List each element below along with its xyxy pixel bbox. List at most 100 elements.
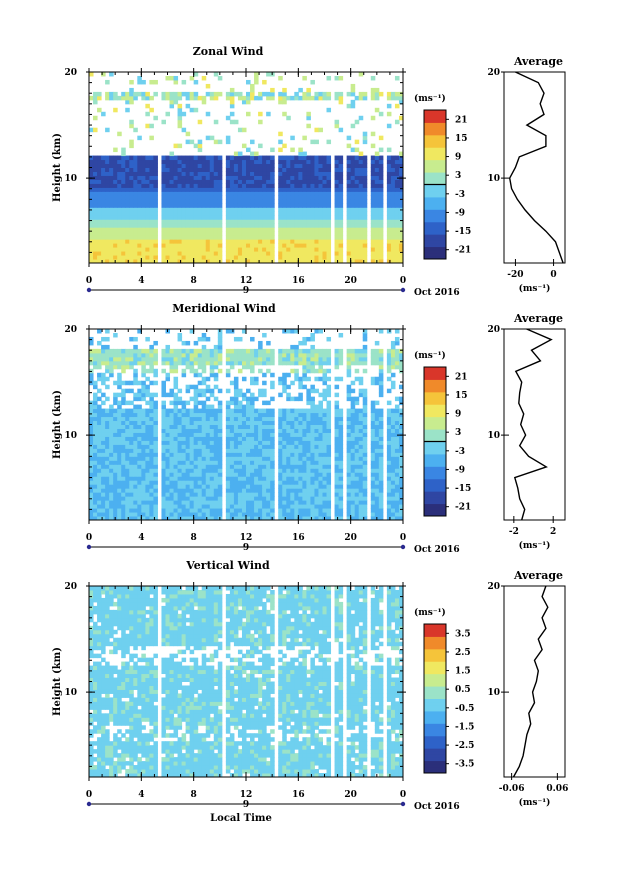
heatmap-cell bbox=[129, 227, 134, 232]
profile-x-tick-label: 0 bbox=[550, 270, 556, 280]
heatmap-cell bbox=[225, 404, 231, 410]
heatmap-cell bbox=[205, 404, 211, 410]
heatmap-cell bbox=[141, 396, 146, 402]
heatmap-cell bbox=[209, 408, 215, 414]
heatmap-cell bbox=[326, 420, 332, 425]
heatmap-cell bbox=[266, 432, 271, 437]
colorbar-swatch bbox=[424, 234, 446, 238]
panel-title: Meridional Wind bbox=[172, 302, 276, 315]
heatmap-cell bbox=[322, 492, 328, 497]
heatmap-cell bbox=[137, 155, 142, 161]
heatmap-cell bbox=[254, 492, 259, 497]
heatmap-cell bbox=[129, 500, 134, 505]
heatmap-cell bbox=[338, 243, 344, 248]
heatmap-cell bbox=[390, 408, 396, 414]
heatmap-cell bbox=[294, 372, 299, 378]
heatmap-cell bbox=[153, 452, 158, 457]
heatmap-cell bbox=[314, 179, 319, 184]
heatmap-cell bbox=[189, 436, 195, 441]
heatmap-cell bbox=[374, 207, 380, 212]
heatmap-cell bbox=[121, 444, 126, 449]
heatmap-cell bbox=[145, 259, 150, 264]
heatmap-cell bbox=[350, 508, 356, 513]
heatmap-cell bbox=[338, 223, 344, 228]
heatmap-cell bbox=[338, 460, 344, 465]
heatmap-cell bbox=[378, 388, 384, 394]
heatmap-cell bbox=[278, 187, 283, 192]
heatmap-cell bbox=[378, 356, 384, 362]
heatmap-cell bbox=[370, 424, 376, 429]
heatmap-cell bbox=[270, 420, 275, 425]
heatmap-cell bbox=[133, 480, 138, 485]
heatmap-cell bbox=[250, 199, 255, 204]
heatmap-cell bbox=[390, 516, 396, 521]
heatmap-cell bbox=[237, 456, 243, 461]
heatmap-cell bbox=[113, 508, 118, 513]
heatmap-cell bbox=[318, 456, 323, 461]
heatmap-cell bbox=[101, 472, 106, 477]
heatmap-cell bbox=[121, 472, 126, 477]
heatmap-cell bbox=[282, 91, 287, 97]
heatmap-cell bbox=[197, 444, 203, 449]
heatmap-cell bbox=[137, 448, 142, 453]
heatmap-cell bbox=[173, 215, 179, 220]
heatmap-cell bbox=[213, 91, 219, 97]
heatmap-cell bbox=[290, 420, 295, 425]
colorbar-swatch bbox=[424, 122, 446, 127]
heatmap-cell bbox=[217, 412, 223, 418]
heatmap-cell bbox=[197, 452, 203, 457]
heatmap-cell bbox=[145, 167, 150, 172]
heatmap-cell bbox=[217, 488, 223, 493]
heatmap-cell bbox=[338, 436, 344, 441]
heatmap-cell bbox=[358, 472, 364, 477]
heatmap-cell bbox=[350, 195, 356, 200]
heatmap-cell bbox=[229, 448, 235, 453]
heatmap-cell bbox=[141, 424, 146, 429]
heatmap-cell bbox=[374, 171, 380, 176]
heatmap-cell bbox=[334, 159, 340, 165]
heatmap-cell bbox=[229, 456, 235, 461]
heatmap-cell bbox=[282, 504, 287, 509]
heatmap-cell bbox=[153, 171, 158, 176]
heatmap-cell bbox=[113, 255, 118, 260]
heatmap-cell bbox=[193, 508, 199, 513]
heatmap-cell bbox=[189, 500, 195, 505]
heatmap-cell bbox=[270, 352, 275, 358]
heatmap-cell bbox=[169, 239, 175, 244]
x-tick-label: 16 bbox=[292, 276, 305, 286]
heatmap-cell bbox=[141, 472, 146, 477]
heatmap-cell bbox=[109, 199, 114, 204]
heatmap-cell bbox=[177, 424, 183, 429]
heatmap-cell bbox=[173, 95, 179, 101]
heatmap-cell bbox=[217, 223, 223, 228]
heatmap-cell bbox=[181, 472, 187, 477]
heatmap-cell bbox=[362, 428, 368, 433]
heatmap-cell bbox=[390, 183, 396, 188]
heatmap-cell bbox=[205, 352, 211, 358]
heatmap-cell bbox=[262, 440, 267, 445]
heatmap-cell bbox=[350, 512, 356, 517]
heatmap-cell bbox=[246, 171, 251, 176]
heatmap-cell bbox=[390, 171, 396, 176]
heatmap-cell bbox=[165, 472, 171, 477]
heatmap-cell bbox=[137, 408, 142, 414]
heatmap-cell bbox=[390, 436, 396, 441]
heatmap-cell bbox=[378, 392, 384, 398]
heatmap-cell bbox=[322, 460, 328, 465]
heatmap-cell bbox=[149, 239, 154, 244]
heatmap-cell bbox=[322, 159, 328, 165]
heatmap-cell bbox=[205, 223, 211, 228]
heatmap-cell bbox=[225, 504, 231, 509]
heatmap-cell bbox=[233, 155, 239, 161]
heatmap-cell bbox=[334, 468, 340, 473]
heatmap-cell bbox=[246, 179, 251, 184]
heatmap-cell bbox=[137, 75, 142, 81]
heatmap-cell bbox=[213, 167, 219, 172]
heatmap-cell bbox=[250, 396, 255, 402]
heatmap-cell bbox=[101, 456, 106, 461]
heatmap-cell bbox=[394, 436, 400, 441]
heatmap-cell bbox=[185, 103, 191, 109]
heatmap-cell bbox=[370, 492, 376, 497]
heatmap-cell bbox=[294, 195, 299, 200]
heatmap-cell bbox=[370, 159, 376, 165]
